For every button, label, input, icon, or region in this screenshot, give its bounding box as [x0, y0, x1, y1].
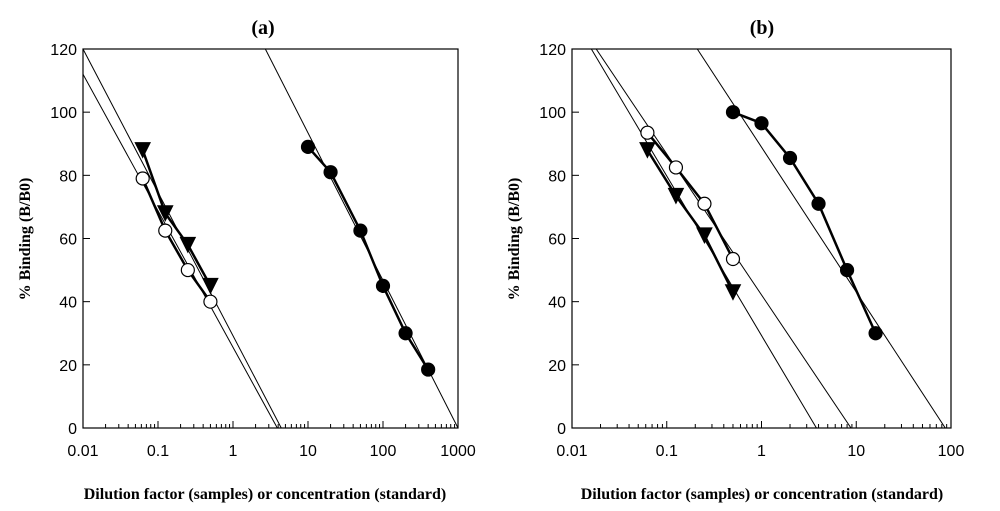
panel-b-x-tick-label: 100: [938, 443, 965, 460]
panel-b-x-axis-title: Dilution factor (samples) or concentrati…: [581, 486, 944, 503]
panel-a-fit-lines: [83, 49, 458, 428]
panel-b-y-tick-label: 100: [539, 105, 566, 122]
panel-a-series-2-point: [135, 171, 150, 186]
panel-a-series-1-point: [202, 277, 219, 295]
panel-b-y-tick-label: 0: [557, 421, 566, 438]
panel-b-series-3-point: [782, 150, 798, 166]
panel-a-series-2-point: [180, 262, 195, 278]
panel-a-x-tick-label: 1000: [440, 443, 476, 460]
panel-b-series-3-point: [811, 196, 826, 211]
panel-a: (a) Dilution factor (samples) or concent…: [17, 17, 476, 503]
panel-a-series-2-line: [141, 177, 212, 303]
panel-b-series-1-point: [639, 142, 656, 159]
panel-b-series-1-point: [667, 187, 685, 205]
panel-a-x-axis-title: Dilution factor (samples) or concentrati…: [84, 486, 447, 503]
panel-b-y-tick-label: 20: [548, 358, 566, 375]
panel-b-series-2-point: [640, 125, 655, 140]
panel-a-y-tick-label: 60: [59, 232, 77, 249]
panel-a-series-1-point: [134, 142, 152, 159]
panel-b-y-axis-title: % Binding (B/B0): [506, 178, 523, 301]
panel-a-x-tick-label: 1: [229, 443, 238, 460]
panel-b-series-3: [725, 105, 883, 341]
panel-a-series-1-line: [141, 149, 212, 287]
panel-b-fit-lines: [590, 49, 946, 428]
panel-a-fit-line: [83, 74, 278, 428]
panel-b-series-3-point: [839, 262, 855, 278]
panel-a-x-tick-label: 10: [299, 443, 317, 460]
panel-a-y-tick-label: 20: [59, 358, 77, 375]
panel-a-series-3-point: [300, 139, 316, 155]
panel-a-series-3-point: [323, 165, 338, 180]
panel-b-series-3-point: [754, 116, 769, 131]
panel-a-series-2: [135, 171, 218, 309]
panel-a-y-axis-title: % Binding (B/B0): [17, 178, 34, 301]
panel-a-series-3-point: [353, 223, 368, 238]
panel-a-series-1: [134, 142, 219, 295]
panel-b-x-tick-label: 10: [847, 443, 865, 460]
panel-a-y-tick-label: 100: [50, 105, 77, 122]
panel-b-series-2-point: [725, 251, 741, 267]
panel-a-series-3: [300, 139, 436, 377]
panel-b-series-1-line: [646, 149, 735, 293]
panel-b-series-3-line: [732, 111, 877, 334]
panel-b: (b) Dilution factor (samples) or concent…: [506, 17, 964, 503]
panel-b-series-2-line: [646, 131, 735, 260]
panel-b-series-1-point: [724, 284, 742, 301]
panel-a-x-tick-label: 100: [370, 443, 397, 460]
panel-a-x-tick-label: 0.1: [147, 443, 169, 460]
panel-b-title: (b): [750, 17, 774, 39]
panel-a-series-3-point: [421, 362, 436, 377]
panel-b-x-tick-label: 1: [757, 443, 766, 460]
panel-b-series-1: [639, 142, 742, 301]
panel-a-y-tick-label: 0: [68, 421, 77, 438]
panel-a-series-3-point: [375, 278, 391, 293]
panel-a-title: (a): [251, 17, 274, 39]
panel-a-series-1-point: [179, 236, 197, 254]
panel-a-series-2-point: [158, 223, 173, 238]
panel-a-y-tick-label: 80: [59, 168, 77, 185]
panel-b-y-tick-label: 40: [548, 295, 566, 312]
panel-a-x-tick-label: 0.01: [67, 443, 98, 460]
panel-a-y-tick-label: 120: [50, 42, 77, 59]
panel-b-series-3-point: [725, 105, 741, 120]
panel-a-series-3-point: [398, 326, 413, 341]
panel-a-plot-frame: [82, 48, 459, 429]
panel-b-y-tick-label: 80: [548, 168, 566, 185]
panel-b-series-3-point: [868, 326, 883, 341]
panel-b-series-2: [640, 125, 741, 267]
panel-b-series-1-point: [696, 227, 713, 244]
panel-b-y-tick-label: 120: [539, 42, 566, 59]
panel-b-plot-frame: [571, 48, 952, 429]
panel-a-series-1-point: [156, 205, 174, 222]
panel-b-series-2-point: [668, 160, 684, 175]
panel-a-y-tick-label: 40: [59, 295, 77, 312]
panel-b-y-tick-label: 60: [548, 232, 566, 249]
panel-b-series-2-point: [697, 196, 712, 211]
panel-a-series-2-point: [203, 294, 218, 309]
panel-b-x-tick-label: 0.01: [556, 443, 587, 460]
panel-b-x-tick-label: 0.1: [656, 443, 678, 460]
